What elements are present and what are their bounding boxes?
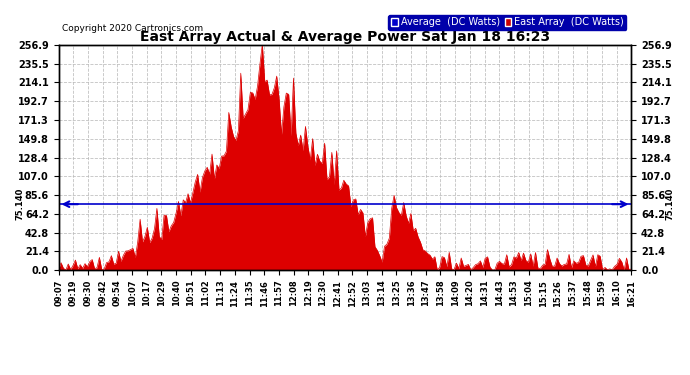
- Text: 75.140: 75.140: [15, 188, 24, 220]
- Title: East Array Actual & Average Power Sat Jan 18 16:23: East Array Actual & Average Power Sat Ja…: [140, 30, 550, 44]
- Text: 75.140: 75.140: [666, 188, 675, 220]
- Text: Copyright 2020 Cartronics.com: Copyright 2020 Cartronics.com: [62, 24, 204, 33]
- Legend: Average  (DC Watts), East Array  (DC Watts): Average (DC Watts), East Array (DC Watts…: [388, 15, 627, 30]
